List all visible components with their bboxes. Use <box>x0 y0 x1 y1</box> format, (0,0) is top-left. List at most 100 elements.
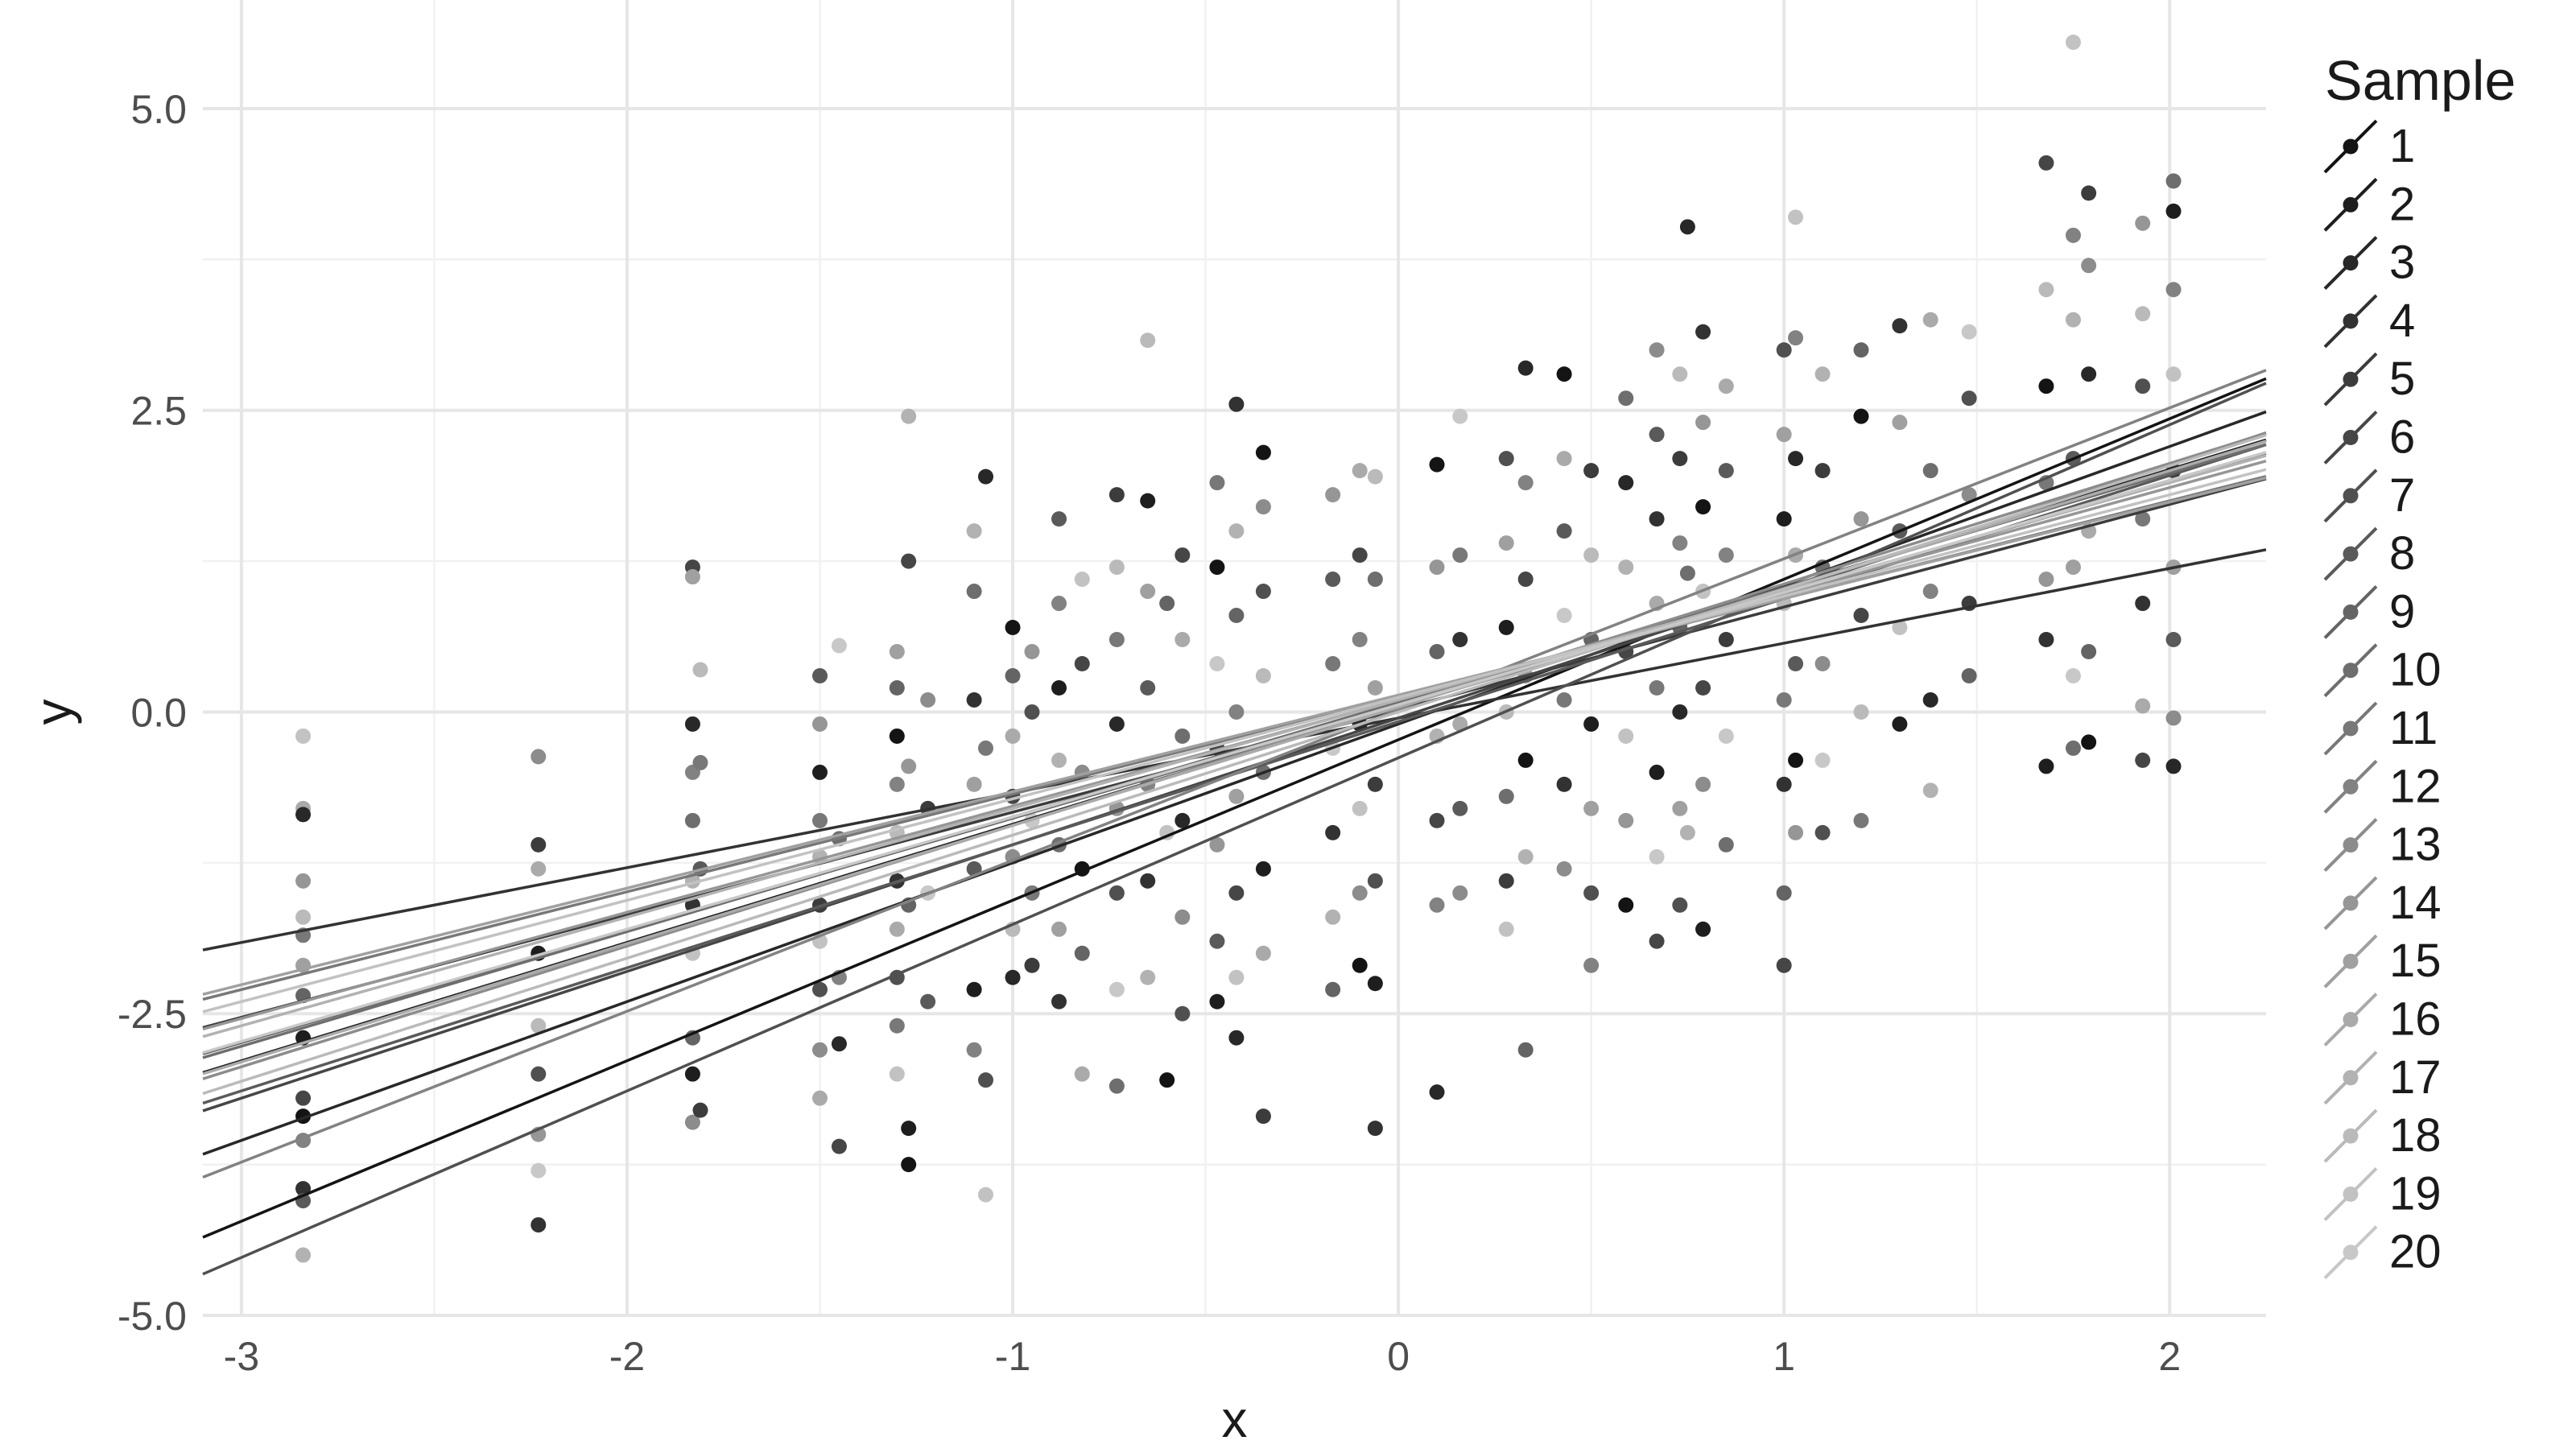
legend-label: 14 <box>2389 877 2442 929</box>
data-point-sample-8 <box>1325 572 1341 588</box>
legend-label: 10 <box>2389 644 2442 696</box>
fit-line-sample-15 <box>202 476 2267 996</box>
data-point-sample-14 <box>1788 824 1804 840</box>
data-point-sample-6 <box>1695 679 1711 696</box>
data-point-sample-17 <box>1814 366 1831 382</box>
legend-entry-16: 16 <box>2323 993 2442 1046</box>
fit-line-sample-19 <box>202 468 2267 1013</box>
data-point-sample-8 <box>1452 800 1468 816</box>
data-point-sample-12 <box>2065 227 2081 243</box>
data-point-sample-6 <box>295 1090 312 1106</box>
data-point-sample-19 <box>1352 800 1368 816</box>
data-point-sample-18 <box>1255 667 1271 683</box>
data-point-sample-18 <box>1367 469 1383 485</box>
data-point-sample-15 <box>1672 800 1688 816</box>
data-point-sample-3 <box>1922 691 1938 708</box>
data-point-sample-12 <box>1352 632 1368 648</box>
fit-lines <box>202 369 2267 1276</box>
data-point-sample-2 <box>1255 861 1271 877</box>
data-point-sample-20 <box>1961 324 1977 340</box>
data-point-sample-2 <box>1209 993 1225 1009</box>
data-point-sample-16 <box>1718 378 1734 394</box>
data-point-sample-7 <box>1814 824 1831 840</box>
data-point-sample-2 <box>1695 921 1711 937</box>
data-point-sample-12 <box>1672 535 1688 551</box>
data-point-sample-12 <box>1228 704 1245 720</box>
data-point-sample-8 <box>812 667 828 683</box>
data-point-sample-11 <box>692 754 708 770</box>
data-point-sample-13 <box>1556 861 1572 877</box>
data-point-sample-14 <box>2135 215 2151 231</box>
legend-label: 19 <box>2389 1167 2442 1220</box>
legend-label: 3 <box>2389 237 2415 289</box>
data-point-sample-15 <box>1498 535 1514 551</box>
data-point-sample-16 <box>1922 312 1938 328</box>
data-point-sample-7 <box>812 981 828 997</box>
data-point-sample-4 <box>1325 824 1341 840</box>
data-point-sample-14 <box>295 873 312 889</box>
data-point-sample-6 <box>1174 547 1191 564</box>
data-point-sample-13 <box>1961 487 1977 503</box>
data-point-sample-13 <box>1452 885 1468 901</box>
data-point-sample-2 <box>2165 203 2182 219</box>
data-point-sample-20 <box>1649 848 1665 865</box>
data-point-sample-6 <box>1776 957 1792 973</box>
legend-key-point <box>2343 488 2359 504</box>
data-point-sample-19 <box>1074 572 1090 588</box>
data-point-sample-12 <box>889 776 905 792</box>
data-point-sample-19 <box>1228 969 1245 985</box>
data-point-sample-3 <box>1672 704 1688 720</box>
minor-gridlines <box>203 0 2266 1315</box>
legend-label: 11 <box>2389 702 2438 754</box>
data-point-sample-20 <box>831 638 847 654</box>
data-point-sample-13 <box>1695 776 1711 792</box>
data-point-sample-8 <box>1051 511 1067 527</box>
data-point-sample-5 <box>1255 1108 1271 1125</box>
data-point-sample-12 <box>1922 584 1938 600</box>
data-point-sample-16 <box>2135 698 2151 714</box>
data-point-sample-2 <box>1776 511 1792 527</box>
data-point-sample-18 <box>1853 704 1869 720</box>
y-tick-label: 5.0 <box>130 87 187 132</box>
data-point-sample-7 <box>1108 885 1125 901</box>
legend-key-point <box>2343 663 2359 679</box>
data-point-sample-4 <box>1649 511 1665 527</box>
data-point-sample-9 <box>2081 644 2097 660</box>
data-point-sample-20 <box>1814 752 1831 768</box>
data-point-sample-13 <box>2165 710 2182 726</box>
legend-key-point <box>2343 604 2359 620</box>
data-point-sample-17 <box>1325 909 1341 925</box>
legend-key-point <box>2343 895 2359 911</box>
data-point-sample-6 <box>1517 572 1534 588</box>
data-point-sample-1 <box>1429 456 1445 473</box>
data-point-sample-13 <box>1814 655 1831 671</box>
data-point-sample-20 <box>1209 655 1225 671</box>
data-point-sample-14 <box>1695 415 1711 431</box>
data-point-sample-10 <box>684 812 700 828</box>
data-point-sample-13 <box>1352 885 1368 901</box>
legend-key-point <box>2343 430 2359 445</box>
data-point-sample-7 <box>2135 378 2151 394</box>
data-point-sample-4 <box>1140 873 1156 889</box>
data-point-sample-15 <box>1140 584 1156 600</box>
legend-key-point <box>2343 196 2359 213</box>
data-point-sample-3 <box>1174 812 1191 828</box>
data-point-sample-15 <box>889 644 905 660</box>
major-gridlines <box>203 0 2266 1317</box>
data-point-sample-3 <box>1005 969 1021 985</box>
legend-label: 4 <box>2389 295 2415 347</box>
data-point-sample-9 <box>1228 608 1245 624</box>
data-point-sample-3 <box>2081 366 2097 382</box>
legend-label: 16 <box>2389 993 2442 1046</box>
legend-label: 6 <box>2389 411 2415 464</box>
data-point-sample-9 <box>889 679 905 696</box>
data-point-sample-17 <box>1922 782 1938 799</box>
data-point-sample-17 <box>1140 969 1156 985</box>
legend-key-point <box>2343 138 2359 155</box>
data-point-sample-11 <box>978 740 994 756</box>
data-point-sample-11 <box>1209 475 1225 491</box>
data-point-sample-1 <box>1788 752 1804 768</box>
data-point-sample-10 <box>1174 728 1191 744</box>
data-point-sample-19 <box>1498 921 1514 937</box>
